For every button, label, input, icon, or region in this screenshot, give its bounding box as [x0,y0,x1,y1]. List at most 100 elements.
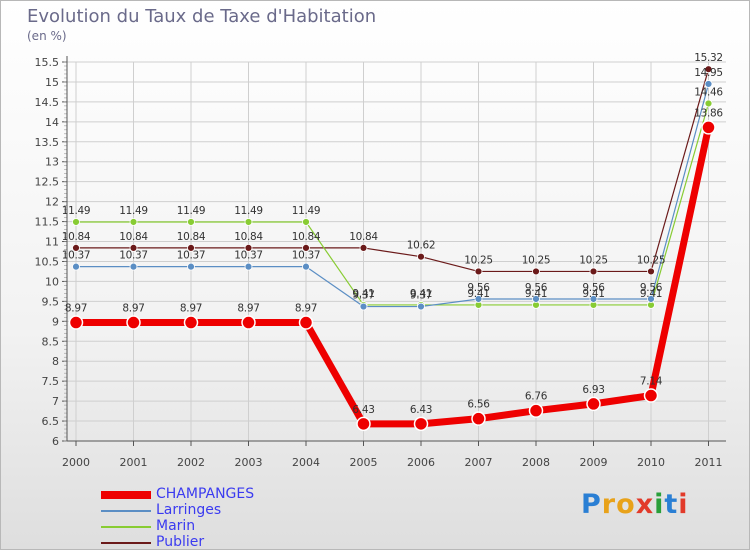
data-label-larringes: 10.37 [234,250,263,262]
data-label-champanges: 6.93 [582,384,604,396]
data-point-champanges [68,315,84,330]
data-point-publier [532,267,540,276]
data-point-larringes [474,295,483,303]
legend-label: Publier [156,534,205,550]
data-point-champanges [356,416,371,432]
data-label-marin: 11.49 [119,205,148,217]
data-label-publier: 10.84 [234,231,263,243]
data-label-champanges: 6.56 [467,399,490,411]
data-label-publier: 10.62 [407,240,436,252]
legend-item-marin: Marin [101,518,321,535]
legend-swatch [101,510,151,512]
data-point-champanges [183,315,199,330]
data-label-larringes: 10.37 [177,250,206,262]
data-label-champanges: 8.97 [295,303,317,315]
y-tick-label: 10.5 [35,255,60,268]
data-label-larringes: 9.56 [467,282,490,294]
data-point-publier [704,65,713,74]
data-label-champanges: 8.97 [122,303,144,315]
data-label-champanges: 8.97 [237,303,259,315]
logo-letter: r [601,489,617,520]
data-point-larringes [417,302,425,311]
y-tick-label: 15 [45,76,59,89]
y-tick-label: 8 [52,355,59,368]
x-tick-label: 2010 [637,456,665,469]
data-label-larringes: 14.95 [694,67,723,79]
legend-swatch [101,491,151,499]
data-point-marin [704,99,713,108]
data-point-champanges [586,396,601,412]
x-tick-label: 2011 [695,456,723,469]
data-label-marin: 11.49 [234,205,263,217]
y-tick-label: 13.5 [35,136,60,149]
series-line-publier [75,68,710,273]
data-label-publier: 10.25 [464,254,493,266]
data-label-publier: 15.32 [694,52,723,64]
data-point-champanges [298,315,314,330]
x-tick-label: 2004 [292,456,320,469]
data-point-champanges [528,403,544,418]
legend-label: Larringes [156,502,222,518]
data-point-publier [302,244,310,252]
unit-label: (en %) [27,29,67,43]
x-tick-label: 2009 [580,456,608,469]
data-label-champanges: 8.97 [180,303,202,315]
data-label-champanges: 6.43 [352,404,374,416]
y-tick-label: 14.5 [35,96,60,109]
y-tick-label: 6.5 [42,415,60,428]
y-tick-label: 12 [45,196,59,209]
data-label-publier: 10.84 [292,231,321,243]
logo-letter: i [678,489,689,520]
data-point-publier [474,267,483,276]
data-label-champanges: 13.86 [694,107,723,119]
data-label-larringes: 9.56 [640,282,663,294]
data-label-marin: 11.49 [177,205,206,217]
data-point-larringes [359,302,368,311]
y-tick-label: 14 [45,116,59,129]
data-point-larringes [129,262,138,271]
data-label-larringes: 9.56 [582,282,605,294]
data-point-marin [129,218,138,226]
data-label-champanges: 6.43 [410,404,432,416]
data-point-publier [417,252,425,261]
logo-letter: i [654,489,665,520]
data-label-champanges: 7.14 [640,376,663,388]
data-label-publier: 10.84 [349,231,378,243]
data-point-publier [647,267,655,276]
x-tick-label: 2001 [120,456,148,469]
data-point-larringes [589,295,598,303]
data-label-marin: 9.41 [582,288,604,300]
y-tick-label: 10 [45,275,59,288]
y-tick-label: 11.5 [35,216,60,229]
y-tick-label: 15.5 [35,56,60,69]
y-tick-label: 8.5 [42,335,60,348]
data-point-publier [589,267,598,276]
data-point-larringes [704,80,713,88]
series-line-larringes [75,83,710,308]
data-label-larringes: 9.37 [410,290,432,302]
data-point-marin [244,218,253,226]
series-line-marin [75,102,710,306]
data-point-larringes [72,262,80,271]
data-point-champanges [413,416,429,432]
x-tick-label: 2000 [62,456,90,469]
y-tick-label: 7.5 [42,375,60,388]
y-tick-label: 9.5 [42,295,60,308]
legend-swatch [101,526,151,528]
data-point-publier [129,244,138,252]
y-tick-label: 11 [45,236,59,249]
y-tick-label: 7 [52,395,59,408]
data-label-larringes: 10.37 [62,250,91,262]
data-label-publier: 10.25 [637,254,666,266]
data-point-marin [302,218,310,226]
data-point-larringes [244,262,253,271]
y-tick-label: 9 [52,315,59,328]
data-label-marin: 11.49 [62,205,91,217]
data-point-larringes [302,262,310,271]
series-line-champanges [72,123,712,428]
logo-letter: o [616,489,636,520]
data-label-marin: 11.49 [292,205,321,217]
y-tick-label: 13 [45,156,59,169]
